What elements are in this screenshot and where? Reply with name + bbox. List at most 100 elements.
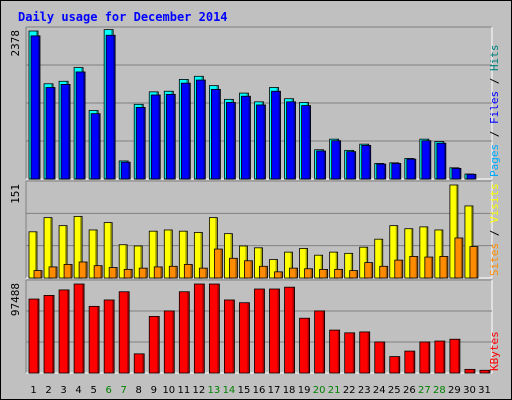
bar-shade-kbytes-15 bbox=[247, 302, 250, 373]
bar-shade-visits-13 bbox=[220, 249, 223, 278]
bar-hits-files-18 bbox=[286, 101, 296, 180]
bar-hits-files-22 bbox=[346, 151, 357, 180]
bar-visits-sites-25 bbox=[394, 259, 404, 279]
bar-shade-hits-19 bbox=[308, 105, 311, 179]
bar-shade-kbytes-25 bbox=[397, 356, 400, 373]
bar-shade-visits-28 bbox=[440, 229, 443, 278]
bar-visits-sites-12 bbox=[198, 267, 208, 279]
bar-visits-sites-27 bbox=[424, 256, 434, 279]
day-label-29: 29 bbox=[448, 385, 461, 396]
bar-shade-kbytes-4 bbox=[82, 284, 85, 373]
bar-kbytes-kbytes-15 bbox=[239, 302, 250, 374]
day-label-25: 25 bbox=[388, 385, 401, 396]
bar-shade-kbytes-17 bbox=[277, 289, 280, 373]
right-label-part: / bbox=[488, 223, 501, 243]
bar-visits-sites-8 bbox=[138, 267, 148, 279]
day-label-8: 8 bbox=[136, 385, 142, 396]
bar-visits-sites-10 bbox=[168, 265, 178, 279]
bar-shade-visits-16 bbox=[260, 247, 263, 278]
bar-shade-hits-30 bbox=[473, 174, 476, 179]
bar-shade-visits-26 bbox=[410, 228, 413, 278]
bar-shade-hits-10 bbox=[173, 94, 176, 179]
bar-shade-visits-28 bbox=[445, 256, 448, 278]
bar-shade-visits-22 bbox=[355, 270, 358, 278]
bar-shade-hits-24 bbox=[383, 164, 386, 179]
bar-shade-visits-17 bbox=[280, 271, 283, 278]
bar-shade-visits-26 bbox=[415, 256, 418, 278]
bar-shade-kbytes-26 bbox=[412, 351, 415, 373]
day-label-17: 17 bbox=[268, 385, 281, 396]
bar-shade-visits-1 bbox=[35, 231, 37, 278]
y-max-label-kbytes: 97488 bbox=[9, 283, 22, 316]
bar-shade-hits-23 bbox=[368, 145, 371, 179]
bar-hits-files-29 bbox=[451, 168, 462, 180]
bar-visits-sites-18 bbox=[289, 267, 298, 279]
bar-shade-kbytes-24 bbox=[382, 341, 385, 373]
bar-shade-visits-25 bbox=[400, 260, 403, 278]
bar-shade-kbytes-12 bbox=[202, 284, 205, 373]
bar-shade-kbytes-9 bbox=[157, 316, 160, 373]
bar-hits-files-1 bbox=[30, 35, 41, 180]
bar-kbytes-kbytes-12 bbox=[193, 283, 205, 374]
bar-shade-hits-21 bbox=[338, 140, 341, 179]
bar-kbytes-kbytes-27 bbox=[419, 341, 431, 374]
bar-hits-files-30 bbox=[466, 173, 477, 180]
bar-visits-visits-30 bbox=[464, 205, 474, 279]
bar-hits-files-27 bbox=[421, 140, 432, 180]
day-label-13: 13 bbox=[208, 385, 221, 396]
day-label-20: 20 bbox=[313, 385, 326, 396]
bar-shade-visits-12 bbox=[205, 268, 208, 278]
bar-kbytes-kbytes-28 bbox=[434, 340, 446, 374]
bar-kbytes-kbytes-2 bbox=[43, 295, 55, 374]
bar-hits-files-10 bbox=[165, 93, 176, 180]
bar-kbytes-kbytes-31 bbox=[479, 369, 491, 374]
bar-visits-sites-21 bbox=[334, 268, 344, 279]
bar-shade-kbytes-10 bbox=[172, 310, 175, 373]
bar-kbytes-kbytes-9 bbox=[148, 315, 160, 374]
bar-shade-kbytes-19 bbox=[307, 318, 310, 373]
day-label-24: 24 bbox=[373, 385, 386, 396]
bar-kbytes-kbytes-5 bbox=[88, 305, 100, 374]
bar-visits-sites-4 bbox=[78, 261, 88, 279]
bar-hits-files-12 bbox=[195, 79, 206, 180]
bar-visits-visits-26 bbox=[404, 228, 414, 279]
bar-kbytes-kbytes-4 bbox=[73, 283, 85, 374]
day-label-12: 12 bbox=[193, 385, 206, 396]
bar-shade-kbytes-20 bbox=[322, 310, 325, 373]
bar-visits-sites-20 bbox=[319, 268, 329, 279]
bar-shade-hits-22 bbox=[353, 151, 356, 179]
bar-shade-kbytes-28 bbox=[442, 341, 445, 373]
bar-visits-sites-11 bbox=[183, 264, 193, 279]
right-label-part: Sites bbox=[488, 243, 501, 276]
bar-shade-kbytes-30 bbox=[472, 369, 475, 373]
bar-hits-files-28 bbox=[436, 142, 447, 180]
bar-shade-visits-5 bbox=[100, 265, 103, 278]
bar-visits-visits-13 bbox=[208, 217, 218, 279]
bar-shade-kbytes-31 bbox=[487, 370, 490, 373]
bar-visits-visits-7 bbox=[118, 244, 128, 279]
bar-shade-hits-15 bbox=[248, 96, 251, 179]
bar-visits-visits-27 bbox=[419, 226, 429, 279]
bar-visits-visits-17 bbox=[269, 259, 278, 279]
bar-visits-visits-28 bbox=[434, 229, 444, 279]
bar-shade-visits-11 bbox=[185, 231, 188, 278]
bar-visits-sites-14 bbox=[229, 257, 238, 279]
bar-visits-sites-19 bbox=[304, 268, 313, 279]
bar-hits-files-21 bbox=[331, 140, 342, 180]
bar-shade-kbytes-14 bbox=[232, 299, 235, 373]
bar-hits-files-17 bbox=[271, 90, 281, 180]
bar-visits-sites-13 bbox=[213, 248, 223, 279]
right-label-kbytes: KBytes bbox=[488, 331, 501, 371]
bar-shade-visits-5 bbox=[95, 229, 98, 278]
bar-shade-visits-4 bbox=[80, 216, 83, 278]
day-label-2: 2 bbox=[45, 385, 51, 396]
bar-hits-files-11 bbox=[180, 82, 191, 180]
bar-visits-visits-19 bbox=[299, 248, 308, 279]
bar-visits-visits-21 bbox=[329, 251, 339, 279]
bar-kbytes-kbytes-16 bbox=[254, 288, 265, 374]
day-label-28: 28 bbox=[433, 385, 446, 396]
day-label-14: 14 bbox=[223, 385, 236, 396]
bar-shade-kbytes-23 bbox=[367, 331, 370, 373]
right-label-part: / bbox=[488, 124, 501, 144]
bar-shade-visits-25 bbox=[395, 225, 398, 278]
